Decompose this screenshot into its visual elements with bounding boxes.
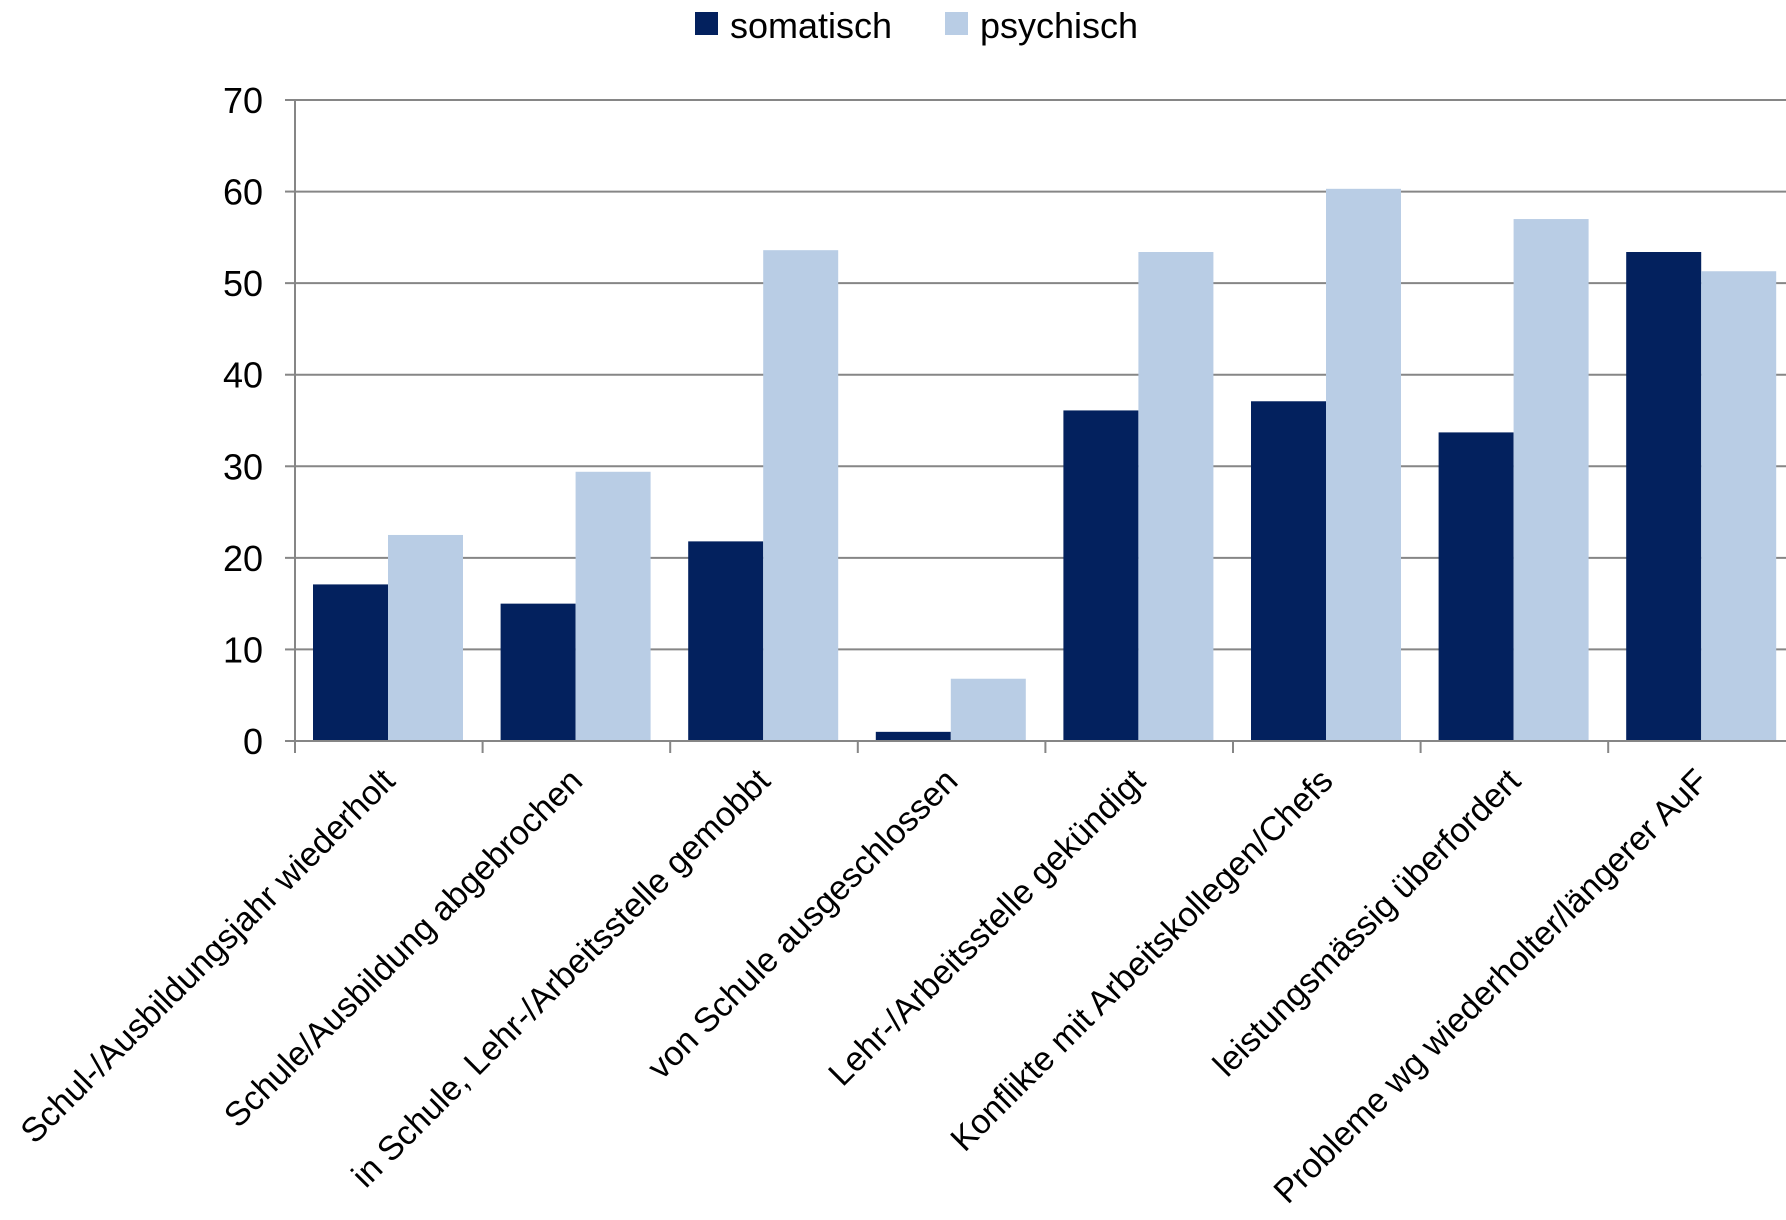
bar-psychisch-5 [1138, 252, 1214, 741]
legend-swatch-somatisch [695, 12, 718, 35]
x-axis-category-labels: Schul-/Ausbildungsjahr wiederholtSchule/… [13, 761, 1715, 1211]
x-category-label: Probleme wg wiederholter/längerer AuF [1267, 762, 1716, 1211]
y-tick-label: 20 [223, 538, 263, 579]
y-tick-label: 0 [243, 721, 263, 762]
bar-psychisch-3 [763, 250, 839, 742]
chart-gridlines [295, 99, 1786, 651]
bar-somatisch-6 [1251, 401, 1326, 741]
x-category-label: in Schule, Lehr-/Arbeitsstelle gemobbt [345, 761, 779, 1195]
bar-psychisch-6 [1326, 188, 1401, 741]
bar-psychisch-1 [388, 534, 463, 741]
x-category-label: Schul-/Ausbildungsjahr wiederholt [13, 761, 402, 1150]
bar-somatisch-8 [1626, 252, 1702, 741]
chart-legend: somatisch psychisch [695, 5, 1138, 46]
bar-psychisch-4 [950, 678, 1026, 741]
legend-label-psychisch: psychisch [980, 5, 1138, 46]
bar-somatisch-4 [875, 731, 951, 741]
chart-bars [313, 188, 1777, 742]
y-tick-label: 70 [223, 80, 263, 121]
y-tick-label: 10 [223, 629, 263, 670]
x-category-label: Konflikte mit Arbeitskollegen/Chefs [943, 762, 1340, 1159]
chart-axes [285, 99, 1786, 753]
x-category-label: Schule/Ausbildung abgebrochen [217, 762, 590, 1135]
y-tick-label: 60 [223, 172, 263, 213]
y-axis-tick-labels: 0 10 20 30 40 50 60 70 [223, 80, 263, 762]
x-category-label: von Schule ausgeschlossen [640, 762, 965, 1087]
bar-psychisch-8 [1701, 271, 1777, 741]
x-category-label: Lehr-/Arbeitsstelle gekündigt [821, 761, 1153, 1093]
bar-somatisch-5 [1063, 410, 1139, 741]
bar-somatisch-7 [1438, 432, 1514, 741]
x-category-label: leistungsmässig überfordert [1206, 761, 1529, 1084]
bar-psychisch-7 [1513, 219, 1589, 742]
y-tick-label: 30 [223, 446, 263, 487]
bar-somatisch-2 [500, 603, 576, 741]
legend-swatch-psychisch [945, 12, 968, 35]
bar-psychisch-2 [575, 471, 651, 741]
legend-label-somatisch: somatisch [730, 5, 892, 46]
y-tick-label: 40 [223, 355, 263, 396]
bar-somatisch-1 [313, 584, 388, 741]
y-tick-label: 50 [223, 263, 263, 304]
bar-somatisch-3 [688, 541, 764, 741]
